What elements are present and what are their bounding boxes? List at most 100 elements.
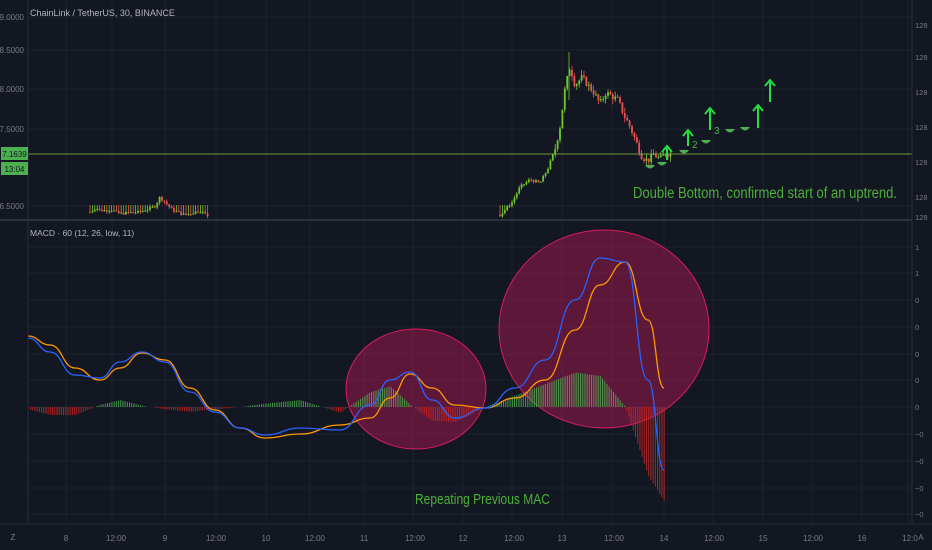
- histogram-bar: [615, 394, 617, 407]
- histogram-bar: [142, 405, 144, 407]
- histogram-bar: [184, 407, 186, 412]
- histogram-bar: [591, 374, 593, 407]
- histogram-bar: [219, 407, 221, 409]
- candle-body: [657, 157, 660, 159]
- candle-body: [551, 154, 554, 161]
- candle-body: [609, 92, 612, 95]
- histogram-bar: [289, 401, 291, 407]
- candle-body: [599, 99, 602, 101]
- histogram-bar: [63, 407, 65, 416]
- histogram-bar: [538, 386, 540, 407]
- histogram-bar: [569, 374, 571, 407]
- histogram-bar: [34, 407, 36, 411]
- histogram-bar: [256, 404, 258, 407]
- histogram-bar: [470, 407, 472, 415]
- candle-body: [561, 109, 564, 129]
- time-axis[interactable]: 8 12:00 9 12:00 10 12:00 11 12:00 12 12:00 13 12:00…: [64, 534, 919, 543]
- histogram-bar: [82, 407, 84, 412]
- candle-body: [604, 95, 607, 100]
- histogram-bar: [516, 395, 518, 407]
- right-price-axis[interactable]: 128 128 128 128 128 128 128 1 1 0 0 0 0 0 −0 −0 −0 −0: [915, 21, 928, 519]
- histogram-bar: [643, 407, 645, 464]
- candle-body: [638, 142, 641, 154]
- up-arrow-icon: [764, 78, 776, 87]
- histogram-bar: [300, 400, 302, 407]
- histogram-bar: [318, 405, 320, 407]
- timezone-icon[interactable]: Z: [11, 533, 16, 542]
- candle-body: [645, 158, 648, 161]
- histogram-bar: [115, 401, 117, 407]
- histogram-bar: [525, 391, 527, 407]
- histogram-bar: [298, 400, 300, 407]
- histogram-bar: [175, 407, 177, 411]
- macd-pane[interactable]: MACD · 60 (12, 26, low, 11) Repeating Pr…: [27, 228, 710, 508]
- candle-body: [141, 211, 144, 213]
- histogram-bar: [122, 400, 124, 407]
- histogram-bar: [166, 407, 168, 410]
- right-axis-bg: [912, 0, 932, 524]
- histogram-bar: [632, 407, 634, 431]
- histogram-bar: [500, 400, 502, 407]
- histogram-bar: [113, 401, 115, 407]
- candle-body: [523, 184, 525, 186]
- histogram-bar: [654, 407, 656, 487]
- candle-body: [501, 213, 504, 217]
- price-pane[interactable]: ChainLink / TetherUS, 30, BINANCE 23 Dou…: [28, 8, 912, 219]
- up-arrow-icon: [682, 128, 694, 137]
- histogram-bar: [181, 407, 183, 411]
- histogram-bar: [36, 407, 38, 412]
- histogram-bar: [564, 376, 566, 407]
- candle-body: [544, 173, 547, 176]
- candle-body: [626, 117, 629, 121]
- histogram-bar: [265, 403, 267, 407]
- time-axis-label: 10: [262, 534, 271, 543]
- candle-body: [91, 211, 94, 213]
- macd-axis-tick-label: 1: [915, 243, 919, 252]
- histogram-bar: [454, 407, 456, 422]
- histogram-bar: [307, 402, 309, 407]
- candle-body: [156, 202, 159, 208]
- histogram-bar: [197, 407, 199, 411]
- candle-body: [525, 182, 528, 185]
- candle-body: [129, 212, 132, 214]
- histogram-bar: [278, 402, 280, 407]
- histogram-bar: [588, 374, 590, 407]
- candle-body: [549, 160, 552, 170]
- histogram-bar: [404, 399, 406, 407]
- candle-body: [134, 212, 137, 214]
- candle-body: [559, 128, 561, 141]
- left-axis-tick-label: 8.0000: [0, 85, 25, 94]
- histogram-bar: [254, 405, 256, 407]
- left-price-axis[interactable]: 9.0000 8.5000 8.0000 7.5000 6.5000: [0, 13, 25, 211]
- candle-body: [566, 76, 569, 89]
- candle-body: [537, 180, 540, 183]
- histogram-bar: [386, 387, 388, 407]
- candle-body: [165, 201, 168, 205]
- candle-body: [515, 193, 518, 198]
- histogram-bar: [364, 395, 366, 407]
- histogram-bar: [608, 386, 610, 407]
- histogram-bar: [199, 407, 201, 411]
- macd-histogram: [30, 372, 665, 501]
- histogram-bar: [626, 407, 628, 411]
- candle-body: [587, 84, 590, 86]
- up-arrow-icon: [704, 106, 716, 115]
- candle-body: [583, 75, 585, 77]
- left-axis-tick-label: 7.5000: [0, 125, 25, 134]
- histogram-bar: [272, 402, 274, 407]
- candle-body: [187, 214, 190, 216]
- histogram-bar: [302, 400, 304, 407]
- histogram-bar: [503, 400, 505, 407]
- macd-annotation: Repeating Previous MAC: [415, 491, 550, 508]
- histogram-bar: [217, 407, 219, 410]
- histogram-bar: [637, 407, 639, 444]
- candle-body: [139, 210, 142, 212]
- bottom-marker-icon: [740, 127, 750, 131]
- histogram-bar: [379, 389, 381, 407]
- histogram-bar: [659, 407, 661, 494]
- histogram-bar: [195, 407, 197, 412]
- candle-body: [590, 84, 593, 91]
- auto-scale-icon[interactable]: A: [918, 533, 924, 542]
